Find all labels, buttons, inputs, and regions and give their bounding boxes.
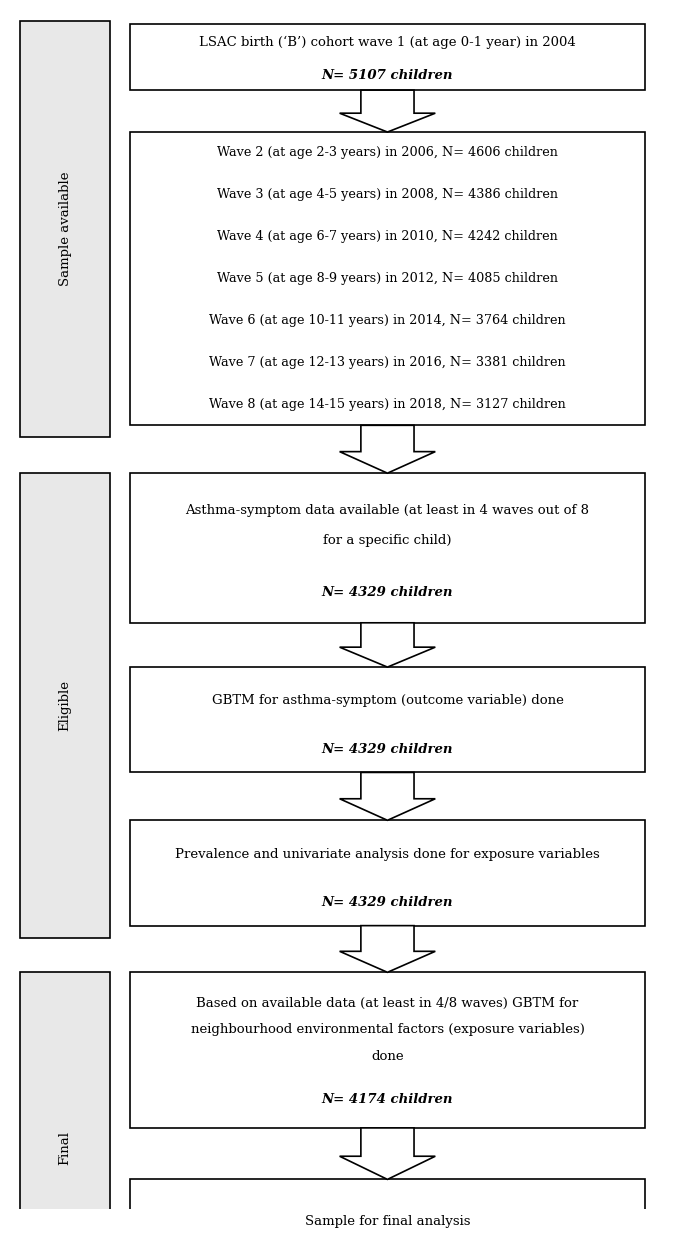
Text: LSAC birth (‘B’) cohort wave 1 (at age 0-1 year) in 2004: LSAC birth (‘B’) cohort wave 1 (at age 0… — [199, 36, 576, 49]
Polygon shape — [340, 90, 435, 132]
Bar — [130, 132, 645, 426]
Polygon shape — [340, 772, 435, 821]
Text: Wave 8 (at age 14-15 years) in 2018, N= 3127 children: Wave 8 (at age 14-15 years) in 2018, N= … — [209, 397, 566, 411]
Bar — [21, 21, 110, 437]
Text: N= 4329 children: N= 4329 children — [322, 896, 453, 909]
Bar — [130, 668, 645, 772]
Bar — [130, 473, 645, 623]
Text: N= 5107 children: N= 5107 children — [322, 69, 453, 83]
Bar — [130, 25, 645, 90]
Text: Wave 6 (at age 10-11 years) in 2014, N= 3764 children: Wave 6 (at age 10-11 years) in 2014, N= … — [209, 315, 566, 327]
Polygon shape — [340, 1128, 435, 1180]
Text: Final: Final — [59, 1130, 72, 1165]
Polygon shape — [340, 426, 435, 473]
Text: N= 4329 children: N= 4329 children — [322, 743, 453, 755]
Text: N= 4329 children: N= 4329 children — [322, 586, 453, 600]
Text: Wave 5 (at age 8-9 years) in 2012, N= 4085 children: Wave 5 (at age 8-9 years) in 2012, N= 40… — [217, 273, 558, 285]
Bar — [130, 821, 645, 926]
Text: for a specific child): for a specific child) — [323, 534, 451, 547]
Text: Wave 4 (at age 6-7 years) in 2010, N= 4242 children: Wave 4 (at age 6-7 years) in 2010, N= 42… — [217, 231, 558, 243]
Text: Wave 2 (at age 2-3 years) in 2006, N= 4606 children: Wave 2 (at age 2-3 years) in 2006, N= 46… — [217, 147, 558, 159]
Bar — [130, 972, 645, 1128]
Text: Asthma-symptom data available (at least in 4 waves out of 8: Asthma-symptom data available (at least … — [186, 503, 590, 517]
Text: Eligible: Eligible — [59, 680, 72, 731]
Text: GBTM for asthma-symptom (outcome variable) done: GBTM for asthma-symptom (outcome variabl… — [212, 695, 563, 707]
Bar — [130, 1180, 645, 1234]
Polygon shape — [340, 623, 435, 668]
Text: done: done — [371, 1050, 403, 1062]
Text: neighbourhood environmental factors (exposure variables): neighbourhood environmental factors (exp… — [190, 1023, 584, 1037]
Text: Wave 3 (at age 4-5 years) in 2008, N= 4386 children: Wave 3 (at age 4-5 years) in 2008, N= 43… — [217, 189, 558, 201]
Bar — [21, 473, 110, 938]
Text: Prevalence and univariate analysis done for exposure variables: Prevalence and univariate analysis done … — [175, 848, 600, 860]
Text: Based on available data (at least in 4/8 waves) GBTM for: Based on available data (at least in 4/8… — [197, 997, 579, 1009]
Text: Sample available: Sample available — [59, 172, 72, 286]
Text: N= 4174 children: N= 4174 children — [322, 1093, 453, 1107]
Text: Wave 7 (at age 12-13 years) in 2016, N= 3381 children: Wave 7 (at age 12-13 years) in 2016, N= … — [209, 355, 566, 369]
Text: Sample for final analysis: Sample for final analysis — [305, 1215, 470, 1228]
Bar — [21, 972, 110, 1234]
Polygon shape — [340, 926, 435, 972]
